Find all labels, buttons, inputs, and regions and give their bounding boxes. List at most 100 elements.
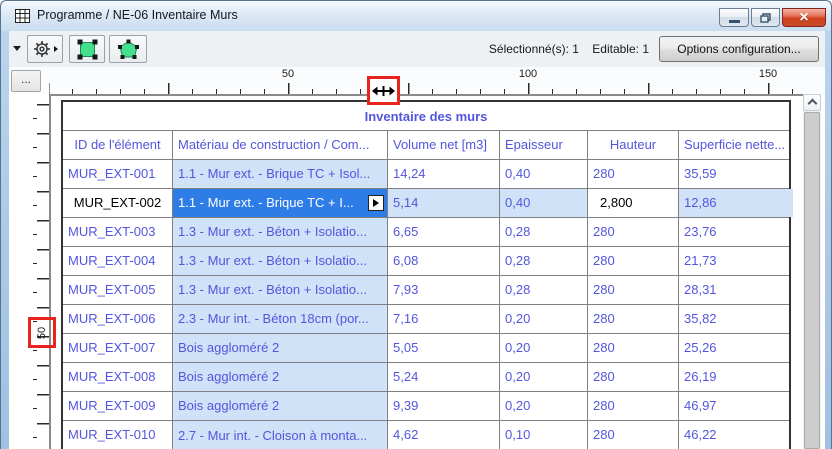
cell-text: 46,97: [684, 398, 717, 413]
column-header-thickness[interactable]: Epaisseur: [500, 131, 588, 159]
vertical-scrollbar[interactable]: [803, 94, 821, 449]
cell-thickness[interactable]: 0,28: [500, 276, 588, 304]
column-header-height[interactable]: Hauteur: [588, 131, 679, 159]
cell-element-id[interactable]: MUR_EXT-004: [63, 247, 173, 275]
cell-text: 0,20: [505, 340, 531, 355]
cell-height[interactable]: 2,800: [588, 189, 679, 217]
table-row[interactable]: MUR_EXT-005 1.3 - Mur ext. - Béton + Iso…: [63, 276, 789, 305]
cell-net-volume[interactable]: 6,65: [388, 218, 500, 246]
cell-net-volume[interactable]: 4,62: [388, 421, 500, 449]
minimize-button[interactable]: [719, 8, 749, 27]
restore-icon: [760, 12, 771, 23]
table-row[interactable]: MUR_EXT-007 Bois aggloméré 2 5,05 0,20 2…: [63, 334, 789, 363]
cell-net-area[interactable]: 12,86: [679, 189, 793, 217]
title-bar[interactable]: Programme / NE-06 Inventaire Murs ×: [1, 1, 831, 31]
table-row[interactable]: MUR_EXT-004 1.3 - Mur ext. - Béton + Iso…: [63, 247, 789, 276]
restore-button[interactable]: [751, 8, 780, 27]
cell-thickness[interactable]: 0,20: [500, 305, 588, 333]
column-header-net-volume[interactable]: Volume net [m3]: [388, 131, 500, 159]
cell-height[interactable]: 280: [588, 218, 679, 246]
cell-net-volume[interactable]: 9,39: [388, 392, 500, 420]
cell-material[interactable]: Bois aggloméré 2: [173, 392, 388, 420]
settings-menu-button[interactable]: [27, 35, 63, 63]
scrollbar-thumb[interactable]: [804, 112, 820, 449]
cell-net-volume[interactable]: 5,14: [388, 189, 500, 217]
material-popup-button[interactable]: [368, 195, 384, 211]
cell-element-id[interactable]: MUR_EXT-009: [63, 392, 173, 420]
cell-material[interactable]: 1.3 - Mur ext. - Béton + Isolatio...: [173, 218, 388, 246]
close-button[interactable]: ×: [782, 8, 826, 27]
table-row[interactable]: MUR_EXT-002 1.1 - Mur ext. - Brique TC +…: [63, 189, 793, 218]
cell-element-id[interactable]: MUR_EXT-006: [63, 305, 173, 333]
cell-height[interactable]: 280: [588, 392, 679, 420]
cell-element-id[interactable]: MUR_EXT-005: [63, 276, 173, 304]
cell-material[interactable]: 1.3 - Mur ext. - Béton + Isolatio...: [173, 276, 388, 304]
scroll-up-button[interactable]: [803, 94, 821, 111]
selection-status: Sélectionné(s): 1 Editable: 1: [479, 42, 649, 56]
cell-thickness[interactable]: 0,20: [500, 392, 588, 420]
cell-net-volume[interactable]: 5,24: [388, 363, 500, 391]
cell-text: 1.3 - Mur ext. - Béton + Isolatio...: [178, 282, 367, 297]
table-row[interactable]: MUR_EXT-009 Bois aggloméré 2 9,39 0,20 2…: [63, 392, 789, 421]
cell-height[interactable]: 280: [588, 305, 679, 333]
cell-material[interactable]: 2.3 - Mur int. - Béton 18cm (por...: [173, 305, 388, 333]
cell-text: 280: [593, 311, 615, 326]
cell-thickness[interactable]: 0,20: [500, 363, 588, 391]
cell-height[interactable]: 280: [588, 160, 679, 188]
cell-height[interactable]: 280: [588, 276, 679, 304]
cell-element-id[interactable]: MUR_EXT-010: [63, 421, 173, 449]
cell-element-id[interactable]: MUR_EXT-002: [63, 189, 173, 217]
cell-material[interactable]: 1.1 - Mur ext. - Brique TC + Isol...: [173, 160, 388, 188]
cell-net-volume[interactable]: 7,93: [388, 276, 500, 304]
column-header-element-id[interactable]: ID de l'élément: [63, 131, 173, 159]
cell-net-area[interactable]: 35,59: [679, 160, 793, 188]
table-row[interactable]: MUR_EXT-001 1.1 - Mur ext. - Brique TC +…: [63, 160, 789, 189]
cell-net-area[interactable]: 46,22: [679, 421, 793, 449]
cell-height[interactable]: 280: [588, 421, 679, 449]
cell-net-area[interactable]: 46,97: [679, 392, 793, 420]
column-header-net-area[interactable]: Superficie nette...: [684, 137, 786, 152]
cell-net-area[interactable]: 35,82: [679, 305, 793, 333]
cell-net-area[interactable]: 25,26: [679, 334, 793, 362]
cell-net-area[interactable]: 21,73: [679, 247, 793, 275]
cell-material[interactable]: 1.3 - Mur ext. - Béton + Isolatio...: [173, 247, 388, 275]
cell-element-id[interactable]: MUR_EXT-008: [63, 363, 173, 391]
cell-text: 0,28: [505, 253, 531, 268]
cell-net-area[interactable]: 26,19: [679, 363, 793, 391]
cell-element-id[interactable]: MUR_EXT-007: [63, 334, 173, 362]
cell-thickness[interactable]: 0,28: [500, 218, 588, 246]
cell-net-volume[interactable]: 5,05: [388, 334, 500, 362]
cell-height[interactable]: 280: [588, 247, 679, 275]
cell-element-id[interactable]: MUR_EXT-001: [63, 160, 173, 188]
marquee-rectangle-button[interactable]: [69, 35, 105, 63]
ruler-options-button[interactable]: ...: [11, 70, 41, 92]
cell-thickness[interactable]: 0,20: [500, 334, 588, 362]
cell-height[interactable]: 280: [588, 363, 679, 391]
table-row[interactable]: MUR_EXT-008 Bois aggloméré 2 5,24 0,20 2…: [63, 363, 789, 392]
table-row[interactable]: MUR_EXT-003 1.3 - Mur ext. - Béton + Iso…: [63, 218, 789, 247]
cell-material[interactable]: Bois aggloméré 2: [173, 363, 388, 391]
cell-thickness[interactable]: 0,40: [500, 189, 588, 217]
column-header-material[interactable]: Matériau de construction / Com...: [173, 131, 388, 159]
table-row[interactable]: MUR_EXT-006 2.3 - Mur int. - Béton 18cm …: [63, 305, 789, 334]
cell-element-id[interactable]: MUR_EXT-003: [63, 218, 173, 246]
cell-material[interactable]: 2.7 - Mur int. - Cloison à monta...: [173, 421, 388, 449]
table-row[interactable]: MUR_EXT-010 2.7 - Mur int. - Cloison à m…: [63, 421, 789, 449]
cell-thickness[interactable]: 0,10: [500, 421, 588, 449]
cell-thickness[interactable]: 0,28: [500, 247, 588, 275]
cell-material[interactable]: 1.1 - Mur ext. - Brique TC + I...: [173, 189, 388, 217]
cell-height[interactable]: 280: [588, 334, 679, 362]
cell-net-area[interactable]: 23,76: [679, 218, 793, 246]
cell-text: 2.7 - Mur int. - Cloison à monta...: [178, 427, 368, 443]
cell-net-area[interactable]: 28,31: [679, 276, 793, 304]
cell-net-volume[interactable]: 6,08: [388, 247, 500, 275]
cell-material[interactable]: Bois aggloméré 2: [173, 334, 388, 362]
cell-thickness[interactable]: 0,40: [500, 160, 588, 188]
marquee-polygon-button[interactable]: [109, 35, 147, 63]
cell-net-volume[interactable]: 14,24: [388, 160, 500, 188]
selected-count-label: Sélectionné(s): 1: [488, 42, 579, 56]
cell-net-volume[interactable]: 7,16: [388, 305, 500, 333]
options-configuration-button[interactable]: Options configuration...: [659, 36, 819, 62]
dropdown-arrow-icon[interactable]: [13, 46, 21, 51]
